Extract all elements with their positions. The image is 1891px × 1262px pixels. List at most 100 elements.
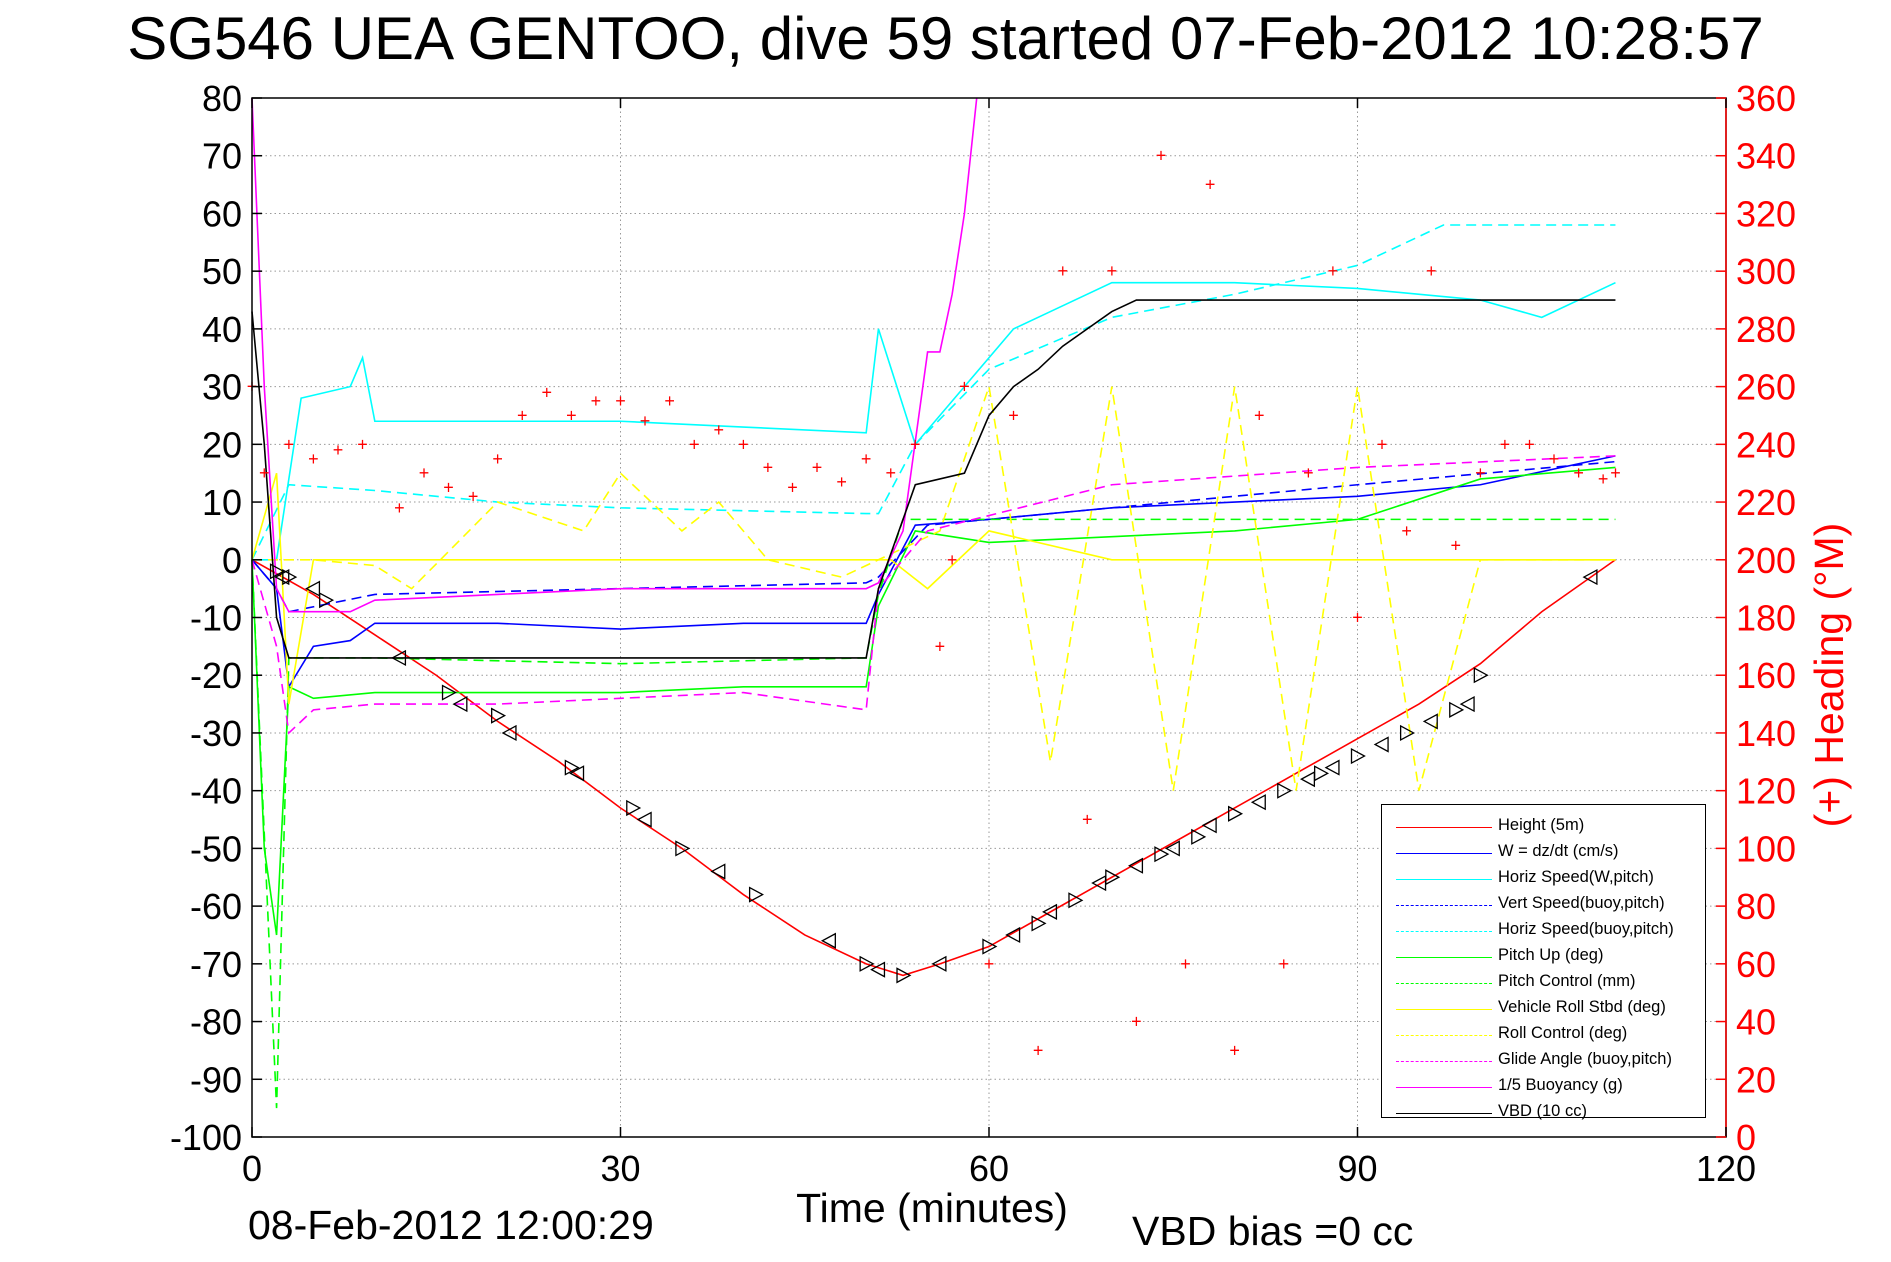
legend-label: Glide Angle (buoy,pitch) [1498,1050,1672,1068]
triangle-marker [1277,782,1293,799]
triangle-marker [282,569,298,586]
y-tick-label: 80 [202,78,242,119]
heading-point: + [738,434,749,454]
heading-point: + [333,440,344,460]
triangle-marker [452,695,468,713]
heading-point: + [542,382,553,402]
y-tick-label: -20 [190,655,242,696]
triangle-marker [1350,747,1366,765]
legend-swatch [1396,957,1492,958]
legend-swatch [1396,905,1492,906]
heading-point: + [1549,449,1560,469]
heading-point: + [615,391,626,411]
y-tick-label: -30 [190,713,242,754]
heading-point: + [1156,146,1167,166]
triangle-marker [1314,765,1330,782]
y2-tick-label: 280 [1736,309,1796,350]
heading-point: + [1180,954,1191,974]
series-heading-markers: + + + + + + + + + + + + + + + + + + + + + + + + + + + + + + + + + + + + + + + +… [247,146,1621,1061]
legend-label: Pitch Up (deg) [1498,946,1604,964]
heading-point: + [1131,1012,1142,1032]
triangle-marker [859,955,875,972]
legend-swatch [1396,1009,1492,1010]
y2-tick-label: 320 [1736,193,1796,234]
triangle-marker [501,724,517,742]
heading-point: + [1205,175,1216,195]
series-line-11 [251,299,1616,659]
y2-tick-label: 240 [1736,424,1796,465]
triangle-marker [931,955,947,972]
y-tick-label: 20 [202,424,242,465]
y2-tick-label: 180 [1736,598,1796,639]
y2-tick-label: 0 [1736,1117,1756,1158]
triangle-marker [319,592,335,609]
legend-item: Horiz Speed(W,pitch) [1382,867,1705,893]
triangle-marker [491,707,507,724]
legend-item: Pitch Control (mm) [1382,971,1705,997]
legend-swatch [1396,827,1492,828]
heading-point: + [1352,608,1363,628]
y2-tick-label: 220 [1736,482,1796,523]
legend-item: 1/5 Buoyancy (g) [1382,1075,1705,1101]
y2-tick-label: 360 [1736,78,1796,119]
heading-point: + [1377,434,1388,454]
legend-swatch [1396,1035,1492,1036]
heading-point: + [714,420,725,440]
legend-item: Pitch Up (deg) [1382,945,1705,971]
y-tick-label: 30 [202,367,242,408]
heading-point: + [1524,434,1535,454]
triangle-marker [441,684,457,701]
y-tick-label: -40 [190,771,242,812]
heading-point: + [1033,1040,1044,1060]
heading-point: + [1610,463,1621,483]
series-line-0 [251,559,1616,977]
triangle-marker [636,811,652,828]
legend-item: W = dz/dt (cm/s) [1382,841,1705,867]
heading-point: + [1500,434,1511,454]
y2-tick-label: 140 [1736,713,1796,754]
heading-point: + [1401,521,1412,541]
series-line-8 [252,386,1616,791]
heading-point: + [984,954,995,974]
heading-point: + [1328,261,1339,281]
heading-point: + [1598,469,1609,489]
y2-axis-label: (+) Heading (°M) [1806,523,1852,828]
legend-swatch [1396,1113,1492,1114]
triangle-marker [1042,903,1058,920]
heading-point: + [1229,1040,1240,1060]
triangle-marker [564,759,580,776]
triangle-marker [1201,817,1217,834]
triangle-marker [305,580,321,597]
y2-tick-label: 120 [1736,771,1796,812]
legend-swatch [1396,1061,1492,1062]
y-tick-label: -90 [190,1059,242,1100]
axis-layer: 0 30 60 90 12080706050403020100-10-20-30-40-… [170,78,1796,1189]
heading-point: + [357,434,368,454]
legend-swatch [1396,1087,1492,1088]
heading-point: + [787,478,798,498]
triangle-marker [1324,759,1340,776]
legend-item: VBD (10 cc) [1382,1101,1705,1127]
legend-label: Horiz Speed(buoy,pitch) [1498,920,1674,938]
triangle-marker [1459,695,1475,713]
heading-point: + [861,449,872,469]
heading-point: + [910,434,921,454]
heading-point: + [947,550,958,570]
legend-label: Pitch Control (mm) [1498,972,1636,990]
heading-point: + [1008,405,1019,425]
x-tick-label: 30 [600,1148,640,1189]
legend-label: VBD (10 cc) [1498,1102,1587,1120]
triangle-marker [1105,869,1121,886]
triangle-markers [269,563,1598,984]
triangle-marker [1449,701,1465,718]
y-tick-label: 40 [202,309,242,350]
heading-point: + [1451,535,1462,555]
heading-point: + [935,636,946,656]
triangle-marker [391,649,407,666]
heading-point: + [394,498,405,518]
legend-swatch [1396,983,1492,984]
triangle-marker [1154,846,1170,863]
triangle-marker [820,932,836,949]
legend-label: Vert Speed(buoy,pitch) [1498,894,1665,912]
x-tick-label: 90 [1337,1148,1377,1189]
